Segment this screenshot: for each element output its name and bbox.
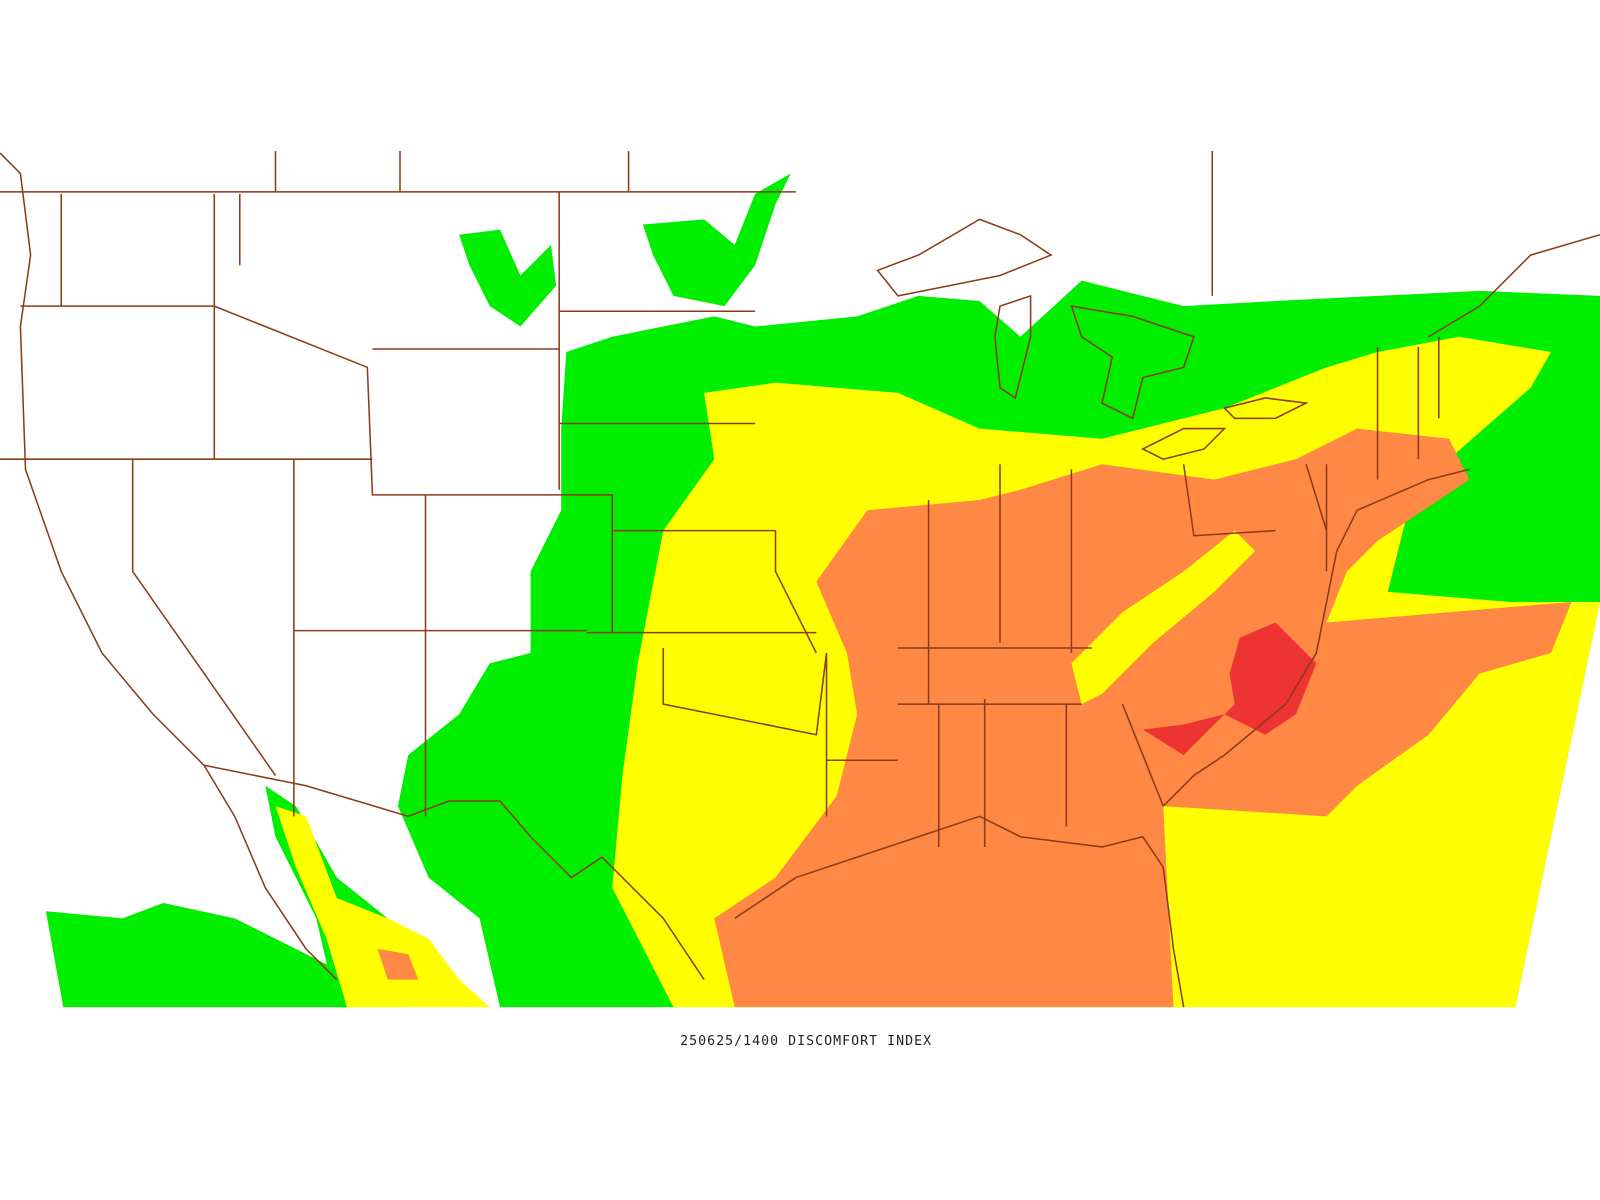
lake-michigan [994,294,1032,400]
region-green-north [642,173,791,307]
lake-ontario [1222,397,1309,420]
region-yellow-appalachia [1071,530,1256,705]
region-yellow-mexico [275,806,490,1008]
state-borders [0,151,1600,1008]
region-green-mexico [45,903,347,1008]
region-green-montana [459,229,557,327]
lake-erie [1141,427,1227,460]
region-orange-mexico [377,948,419,980]
region-red [1142,622,1317,756]
lake-superior [876,218,1053,297]
lake-huron [1070,305,1195,420]
caption: 250625/1400 DISCOMFORT INDEX [680,1034,932,1049]
